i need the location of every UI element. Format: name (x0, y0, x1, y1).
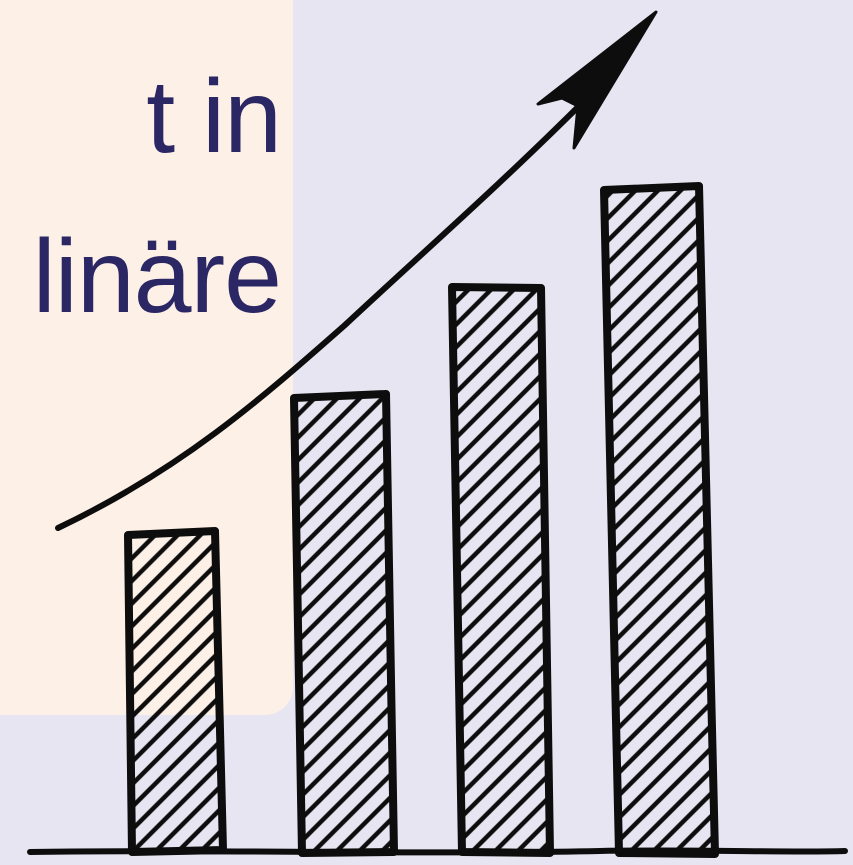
card-text-line-2: linäre (32, 219, 282, 335)
card-text-line-1: t in (146, 59, 282, 175)
bar-4 (600, 182, 719, 858)
trend-arrow-up-icon (55, 10, 658, 531)
baseline (27, 847, 848, 856)
bar-3 (448, 283, 554, 857)
bar-2 (290, 390, 398, 857)
bar-1 (124, 527, 227, 856)
